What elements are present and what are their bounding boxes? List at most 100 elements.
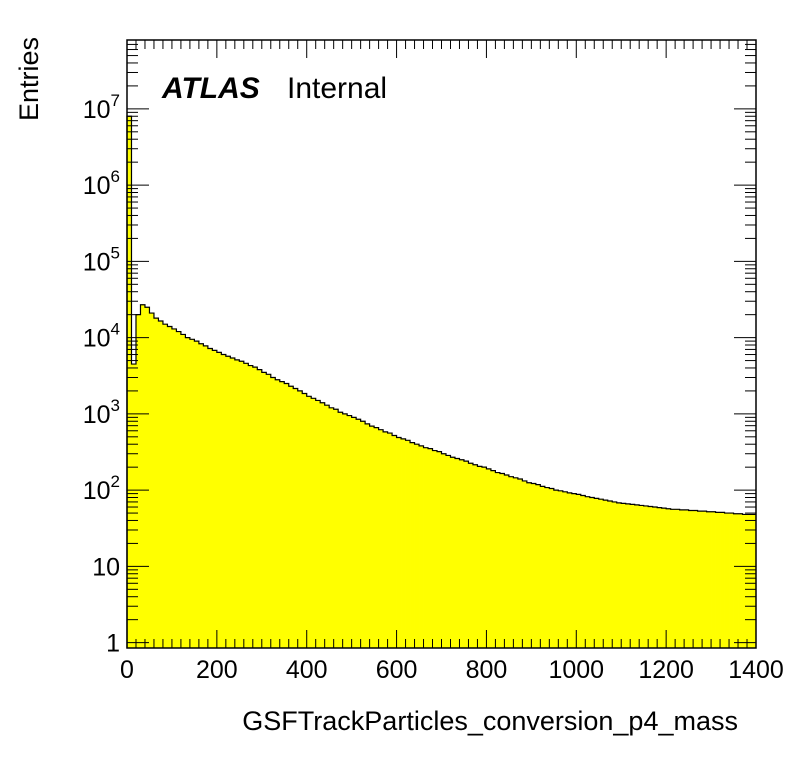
histogram-bin xyxy=(724,513,730,648)
histogram-bin xyxy=(450,457,456,648)
histogram-bin xyxy=(396,437,402,648)
histogram-bin xyxy=(621,503,627,648)
histogram-bin xyxy=(270,377,276,648)
histogram-bin xyxy=(715,512,721,648)
histogram-bin xyxy=(176,331,182,648)
x-tick-label: 1400 xyxy=(728,656,784,684)
histogram-bin xyxy=(144,307,150,648)
histogram-bin xyxy=(230,358,236,648)
histogram-bin xyxy=(243,363,249,648)
histogram-bin xyxy=(634,504,640,648)
y-tick-label: 1 xyxy=(106,630,120,658)
histogram-bin xyxy=(392,435,397,648)
histogram-bin xyxy=(454,458,460,648)
histogram-bin xyxy=(490,470,496,648)
histogram-bin xyxy=(311,398,317,648)
histogram-bin xyxy=(378,429,384,648)
histogram-bin xyxy=(517,478,523,648)
histogram-bin xyxy=(499,473,505,648)
histogram-bin xyxy=(688,510,694,648)
x-tick-label: 200 xyxy=(196,656,238,684)
histogram-bin xyxy=(567,492,573,648)
histogram-bin xyxy=(185,337,191,648)
histogram-bin xyxy=(472,464,478,648)
histogram-bin xyxy=(544,487,550,648)
histogram-bin xyxy=(320,402,326,648)
histogram-bin xyxy=(153,318,159,648)
atlas-status-label: Internal xyxy=(287,72,387,105)
histogram-bin xyxy=(693,510,698,648)
histogram-bin xyxy=(365,423,371,648)
histogram-bin xyxy=(306,396,312,648)
histogram-bin xyxy=(432,450,438,648)
histogram-bin xyxy=(729,513,734,648)
histogram-bin xyxy=(149,313,155,648)
x-tick-label: 1200 xyxy=(638,656,694,684)
histogram-bin xyxy=(279,381,285,648)
y-tick-label: 10 xyxy=(92,553,120,581)
y-axis-title: Entries xyxy=(14,37,44,121)
histogram-bin xyxy=(338,412,344,648)
histogram-bin xyxy=(252,367,258,648)
histogram-bin xyxy=(212,350,218,648)
histogram-bin xyxy=(405,440,411,648)
histogram-bin xyxy=(643,505,649,648)
histogram-bin xyxy=(486,468,492,648)
x-tick-label: 600 xyxy=(376,656,418,684)
histogram-bin xyxy=(513,477,519,648)
histogram-bin xyxy=(203,345,209,648)
histogram-bin xyxy=(171,328,177,648)
histogram-bin xyxy=(167,326,173,648)
histogram-bin xyxy=(535,484,541,648)
histogram-bin xyxy=(445,455,451,648)
x-tick-label: 1000 xyxy=(548,656,604,684)
histogram-bin xyxy=(751,514,757,648)
histogram-bin xyxy=(302,393,308,648)
histogram-bin xyxy=(351,417,357,648)
histogram-bin xyxy=(607,500,613,648)
histogram-outline xyxy=(126,115,756,648)
histogram-bin xyxy=(580,495,586,648)
histogram-bin xyxy=(207,348,213,648)
histogram-bin xyxy=(441,453,447,648)
y-axis-ticks xyxy=(127,39,756,644)
histogram-bin xyxy=(437,451,442,648)
x-tick-label: 0 xyxy=(120,656,134,684)
histogram-bin xyxy=(360,421,366,648)
histogram-bin xyxy=(747,514,752,648)
histogram-bin xyxy=(706,511,712,648)
histogram-bin xyxy=(428,448,433,648)
histogram-bin xyxy=(720,512,725,648)
histogram-bin xyxy=(738,513,743,648)
histogram-bin xyxy=(248,365,254,648)
histogram-bin xyxy=(158,321,164,648)
histogram-bin xyxy=(661,508,667,648)
histogram-bin xyxy=(657,507,663,648)
histogram-bin xyxy=(603,500,609,648)
histogram-bin xyxy=(225,356,231,648)
histogram-bin xyxy=(284,383,290,648)
histogram-bin xyxy=(387,433,393,648)
histogram-bin xyxy=(540,486,546,648)
atlas-label: ATLAS xyxy=(161,72,260,105)
histogram-bin xyxy=(410,442,415,648)
histogram-bin xyxy=(468,463,474,648)
y-tick-label: 104 xyxy=(83,320,120,353)
histogram-bin xyxy=(666,508,672,648)
histogram-bin xyxy=(401,438,406,648)
y-tick-label: 107 xyxy=(83,91,120,124)
histogram-bin xyxy=(297,390,303,648)
histogram-bin xyxy=(127,116,132,648)
histogram-bin xyxy=(347,415,353,648)
x-axis-ticks xyxy=(126,40,757,648)
histogram-bin xyxy=(639,505,645,648)
histogram-bin xyxy=(288,386,294,648)
histogram-bin xyxy=(324,405,330,648)
histogram-bars xyxy=(126,115,757,648)
histogram-bin xyxy=(356,419,362,648)
histogram-bin xyxy=(562,491,568,648)
histogram-bin xyxy=(162,324,168,648)
histogram-bin xyxy=(549,488,555,648)
histogram-bin xyxy=(684,509,690,648)
histogram-bin xyxy=(180,334,186,648)
